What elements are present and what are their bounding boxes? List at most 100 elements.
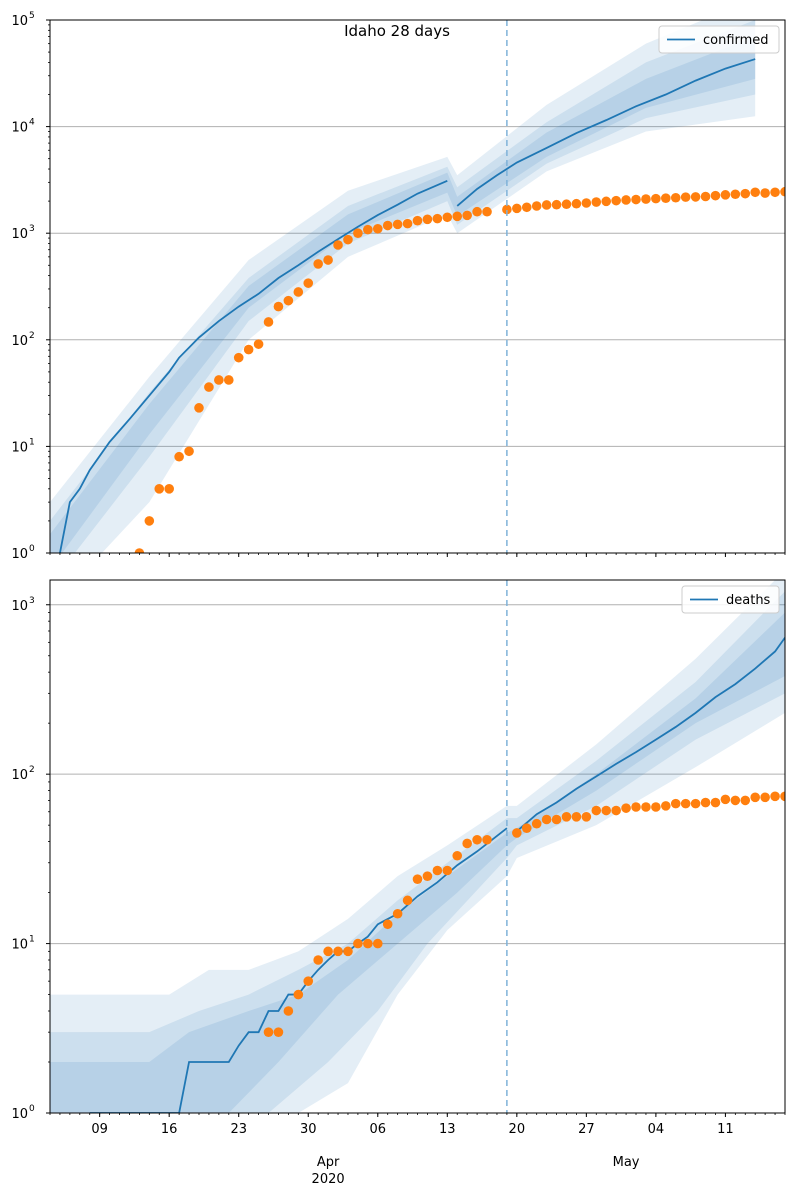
observed-point bbox=[581, 198, 592, 208]
observed-point bbox=[462, 210, 472, 221]
observed-point bbox=[382, 919, 393, 930]
observed-point bbox=[154, 484, 165, 494]
y-tick-exponent: 3 bbox=[29, 596, 35, 606]
y-tick-exponent: 1 bbox=[29, 935, 35, 945]
observed-point bbox=[780, 186, 785, 197]
observed-point bbox=[363, 938, 373, 949]
observed-point bbox=[621, 195, 631, 205]
observed-point bbox=[462, 838, 472, 849]
observed-point bbox=[551, 814, 562, 825]
x-axis-labels: 09 16 23 30 06 13 20 27 04 11 Apr 2020 May bbox=[91, 1122, 733, 1187]
observed-point bbox=[631, 802, 641, 812]
observed-point bbox=[541, 200, 552, 210]
confirmed-model-fit-line bbox=[59, 179, 448, 553]
observed-point bbox=[710, 190, 721, 201]
observed-point bbox=[253, 339, 264, 349]
observed-point bbox=[611, 805, 621, 816]
y-tick-label: 10 bbox=[11, 599, 28, 614]
observed-point bbox=[283, 1006, 294, 1016]
observed-point bbox=[591, 197, 602, 207]
observed-point bbox=[313, 955, 323, 965]
observed-point bbox=[680, 192, 691, 202]
confidence-band-1 bbox=[50, 20, 756, 553]
observed-point bbox=[730, 189, 741, 200]
x-tick-label: 23 bbox=[230, 1122, 247, 1137]
y-tick-label: 10 bbox=[11, 768, 28, 783]
observed-point bbox=[174, 451, 184, 462]
observed-point bbox=[502, 204, 512, 215]
plot-area bbox=[50, 20, 785, 553]
observed-point bbox=[760, 792, 770, 803]
observed-point bbox=[661, 193, 671, 203]
y-tick-exponent: 5 bbox=[29, 11, 35, 21]
observed-point bbox=[442, 865, 453, 876]
observed-point bbox=[571, 812, 582, 822]
observed-point bbox=[561, 812, 572, 822]
observed-point bbox=[323, 255, 333, 265]
observed-point bbox=[333, 946, 343, 957]
observed-point bbox=[651, 802, 661, 812]
observed-point bbox=[482, 834, 492, 845]
observed-point bbox=[472, 834, 482, 845]
observed-point bbox=[571, 198, 582, 209]
observed-point bbox=[214, 375, 224, 385]
observed-point bbox=[641, 802, 651, 812]
y-tick-label: 10 bbox=[11, 1107, 28, 1122]
observed-point bbox=[700, 797, 711, 808]
legend-label: deaths bbox=[726, 593, 771, 608]
legend-label: confirmed bbox=[703, 33, 769, 48]
observed-point bbox=[293, 287, 304, 297]
observed-point bbox=[204, 382, 214, 392]
observed-point bbox=[333, 240, 343, 250]
observed-point bbox=[293, 989, 304, 1000]
observed-point bbox=[521, 823, 532, 833]
x-tick-label: 13 bbox=[439, 1122, 456, 1137]
y-tick-label: 10 bbox=[11, 440, 28, 455]
y-tick-exponent: 3 bbox=[29, 224, 35, 234]
y-tick-exponent: 0 bbox=[29, 544, 35, 554]
observed-point bbox=[184, 446, 194, 457]
observed-point bbox=[303, 976, 314, 986]
observed-point bbox=[402, 895, 413, 906]
confirmed-model-forecast-line bbox=[456, 58, 756, 207]
observed-point bbox=[283, 295, 294, 306]
observed-point bbox=[194, 403, 204, 413]
observed-point bbox=[531, 201, 542, 211]
deaths-legend: deaths bbox=[681, 585, 780, 614]
observed-point bbox=[512, 203, 522, 214]
observed-point bbox=[770, 791, 780, 802]
observed-point bbox=[601, 805, 612, 816]
x-tick-label: 20 bbox=[509, 1122, 526, 1137]
observed-point bbox=[720, 794, 731, 805]
observed-point bbox=[690, 798, 701, 809]
observed-point bbox=[700, 191, 711, 202]
observed-point bbox=[303, 278, 314, 288]
observed-point bbox=[780, 791, 785, 802]
x-tick-label: 06 bbox=[369, 1122, 386, 1137]
observed-point bbox=[541, 814, 552, 825]
deaths-model-forecast-line bbox=[516, 637, 785, 832]
x-tick-label: 16 bbox=[161, 1122, 178, 1137]
observed-point bbox=[353, 228, 363, 238]
observed-point bbox=[442, 212, 453, 223]
observed-point bbox=[273, 1027, 284, 1037]
observed-point bbox=[750, 187, 761, 198]
observed-point bbox=[621, 803, 631, 813]
observed-point bbox=[690, 192, 701, 202]
observed-point bbox=[323, 946, 333, 957]
observed-point bbox=[263, 1027, 274, 1037]
observed-point bbox=[601, 196, 612, 207]
x-tick-label: 11 bbox=[717, 1122, 734, 1137]
observed-point bbox=[641, 194, 651, 204]
x-month-label: May bbox=[613, 1155, 640, 1170]
observed-point bbox=[760, 188, 770, 198]
observed-point bbox=[422, 214, 433, 225]
observed-point bbox=[422, 871, 433, 881]
confidence-band-1 bbox=[50, 580, 785, 1113]
observed-point bbox=[343, 234, 353, 245]
observed-point bbox=[452, 850, 463, 861]
observed-point bbox=[243, 344, 254, 355]
